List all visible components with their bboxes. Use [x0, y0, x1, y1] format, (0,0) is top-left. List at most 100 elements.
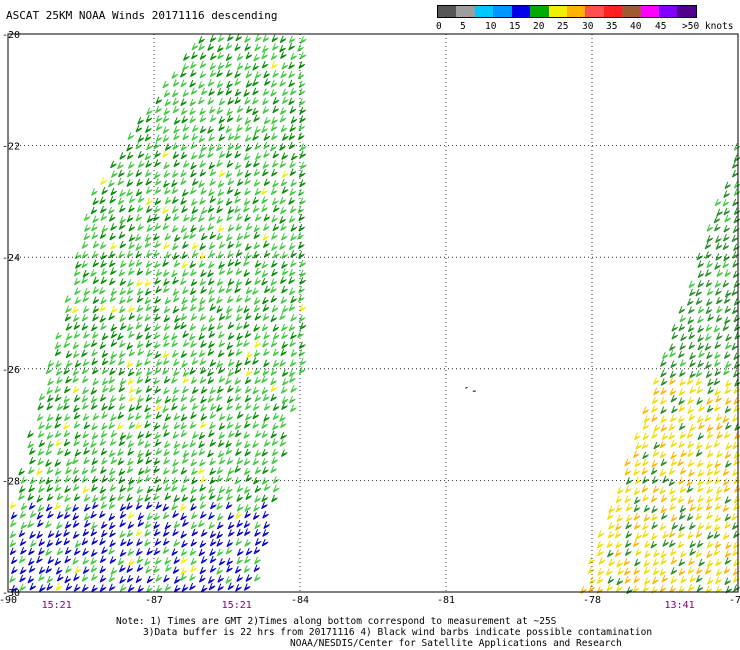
- wind-barb: [199, 114, 207, 123]
- wind-barb: [208, 261, 215, 269]
- wind-barb: [19, 538, 27, 547]
- wind-barb: [216, 404, 223, 413]
- wind-barb: [270, 52, 278, 61]
- wind-barb: [81, 276, 88, 284]
- wind-barb: [209, 467, 216, 476]
- wind-barb: [164, 187, 171, 195]
- wind-barb: [713, 440, 721, 448]
- wind-barb: [136, 494, 144, 503]
- wind-barb: [289, 359, 297, 367]
- wind-barb: [172, 431, 180, 440]
- wind-barb: [297, 330, 304, 339]
- wind-barb: [272, 204, 280, 213]
- colorbar-swatch: [640, 6, 660, 17]
- wind-barb: [199, 107, 206, 116]
- wind-barb: [109, 357, 116, 366]
- wind-barb: [261, 421, 268, 429]
- wind-barb: [73, 493, 81, 502]
- wind-barb: [154, 323, 161, 331]
- wind-barb: [715, 288, 722, 296]
- wind-barb: [155, 403, 163, 411]
- wind-barb: [83, 494, 91, 502]
- wind-barb: [725, 541, 732, 550]
- wind-barb: [172, 459, 179, 467]
- wind-barb: [227, 250, 234, 259]
- wind-barb: [253, 159, 260, 168]
- wind-barb: [100, 501, 108, 510]
- wind-barb: [290, 250, 297, 258]
- wind-barb: [697, 522, 705, 531]
- wind-barb: [190, 268, 197, 277]
- wind-barb: [118, 169, 125, 178]
- wind-barb: [173, 159, 181, 168]
- wind-barb: [74, 566, 82, 574]
- wind-barb: [270, 285, 277, 294]
- wind-barb: [209, 178, 217, 187]
- wind-barb: [652, 576, 659, 585]
- wind-barb: [74, 431, 82, 440]
- wind-barb: [191, 133, 199, 141]
- wind-barb: [190, 486, 198, 494]
- wind-barb: [119, 305, 126, 314]
- wind-barb: [272, 422, 279, 431]
- wind-barb: [236, 494, 243, 502]
- wind-barb: [84, 520, 91, 528]
- wind-barb: [226, 413, 234, 422]
- wind-barb: [182, 330, 189, 339]
- wind-barb: [171, 502, 178, 511]
- wind-barb: [261, 323, 269, 332]
- wind-barb: [262, 296, 269, 305]
- wind-barb: [668, 423, 676, 431]
- wind-barb: [281, 396, 289, 404]
- wind-barb: [644, 540, 651, 549]
- wind-barb: [54, 421, 61, 429]
- wind-barb: [687, 496, 695, 505]
- wind-barb: [634, 432, 641, 441]
- wind-barb: [118, 231, 126, 240]
- wind-barb: [36, 495, 44, 503]
- wind-barb: [28, 558, 35, 566]
- wind-barb: [172, 386, 180, 395]
- wind-barb: [128, 304, 135, 313]
- x-tick-label: -84: [291, 595, 309, 606]
- wind-barb: [108, 206, 115, 215]
- wind-barb: [100, 529, 108, 538]
- wind-barb: [82, 485, 90, 494]
- wind-barb: [281, 285, 288, 294]
- wind-barb: [606, 540, 614, 549]
- wind-barb: [608, 522, 615, 530]
- wind-barb: [9, 539, 17, 548]
- wind-barb: [689, 503, 696, 512]
- wind-barb: [208, 133, 215, 142]
- wind-barb: [733, 530, 740, 539]
- wind-barb: [289, 87, 297, 96]
- wind-barb: [216, 69, 223, 78]
- wind-barb: [281, 170, 289, 179]
- wind-barb: [118, 357, 125, 366]
- wind-barb: [126, 295, 134, 304]
- colorbar-label: 5: [460, 21, 466, 32]
- wind-barb: [109, 294, 117, 303]
- wind-barb: [254, 332, 261, 341]
- wind-barb: [270, 377, 277, 386]
- wind-barb: [172, 276, 179, 285]
- wind-barb: [245, 286, 253, 295]
- wind-barb: [714, 368, 722, 377]
- wind-barb: [243, 431, 251, 439]
- wind-barb: [200, 584, 208, 593]
- wind-barb: [227, 321, 235, 330]
- y-tick-label: -20: [2, 30, 20, 41]
- wind-barb: [705, 279, 713, 288]
- colorbar-label: 20: [533, 21, 545, 32]
- wind-barb: [136, 556, 144, 564]
- wind-barb: [181, 540, 188, 548]
- wind-barb: [63, 395, 70, 404]
- wind-barb: [299, 259, 307, 268]
- wind-barb: [46, 387, 53, 395]
- wind-barb: [144, 440, 151, 449]
- wind-barb: [731, 342, 739, 351]
- wind-barb: [724, 269, 731, 278]
- wind-barb: [722, 199, 730, 207]
- wind-barb: [216, 474, 224, 483]
- wind-barb: [706, 511, 713, 520]
